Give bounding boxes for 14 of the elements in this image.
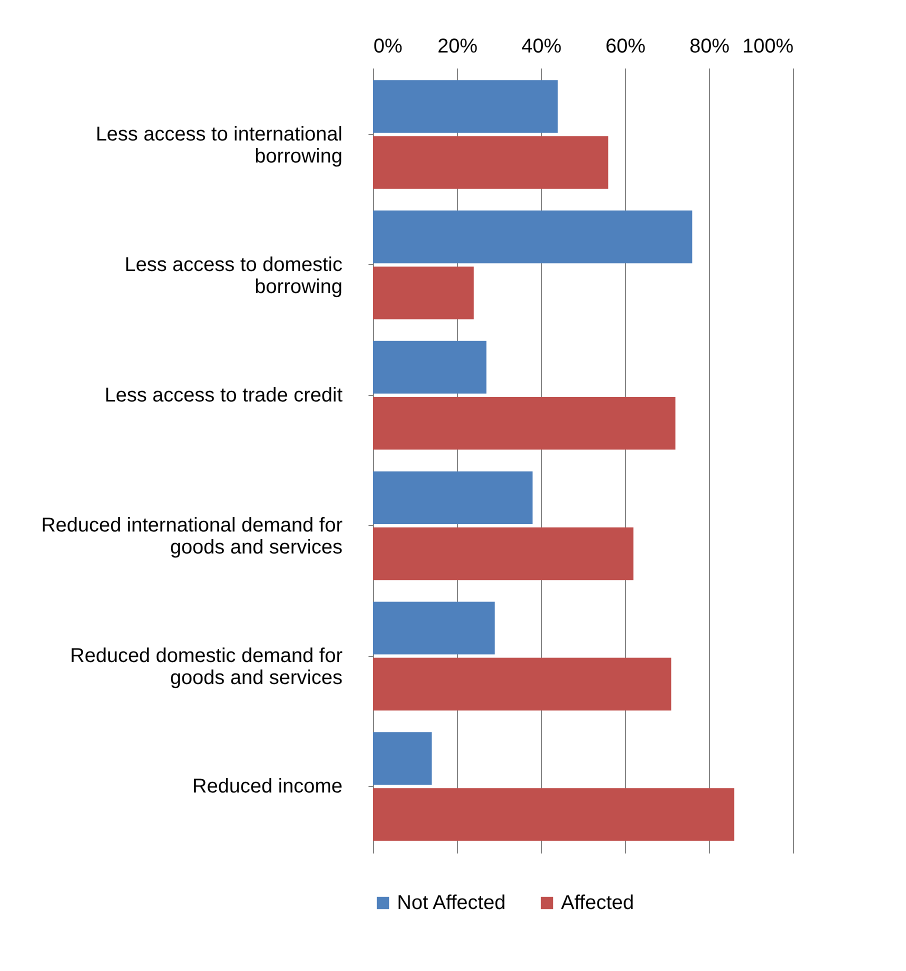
y-tick-label: Reduced income xyxy=(192,775,342,798)
x-tick-label: 80% xyxy=(689,36,730,58)
y-tick-label: Reduced international demand for goods and services xyxy=(41,514,343,559)
x-tick-label: 60% xyxy=(605,36,646,58)
x-tick-label: 100% xyxy=(742,36,794,58)
x-tick-label: 40% xyxy=(521,36,562,58)
y-tick-label: Less access to domestic borrowing xyxy=(124,254,342,298)
y-tick-label: Less access to international borrowing xyxy=(96,124,342,168)
x-tick-label: 20% xyxy=(437,36,478,58)
legend-label: Affected xyxy=(561,892,634,914)
legend-label: Not Affected xyxy=(397,892,506,914)
y-tick-label: Reduced domestic demand for goods and services xyxy=(70,645,343,690)
x-tick-label: 0% xyxy=(374,36,403,58)
y-tick-label: Less access to trade credit xyxy=(104,384,343,406)
